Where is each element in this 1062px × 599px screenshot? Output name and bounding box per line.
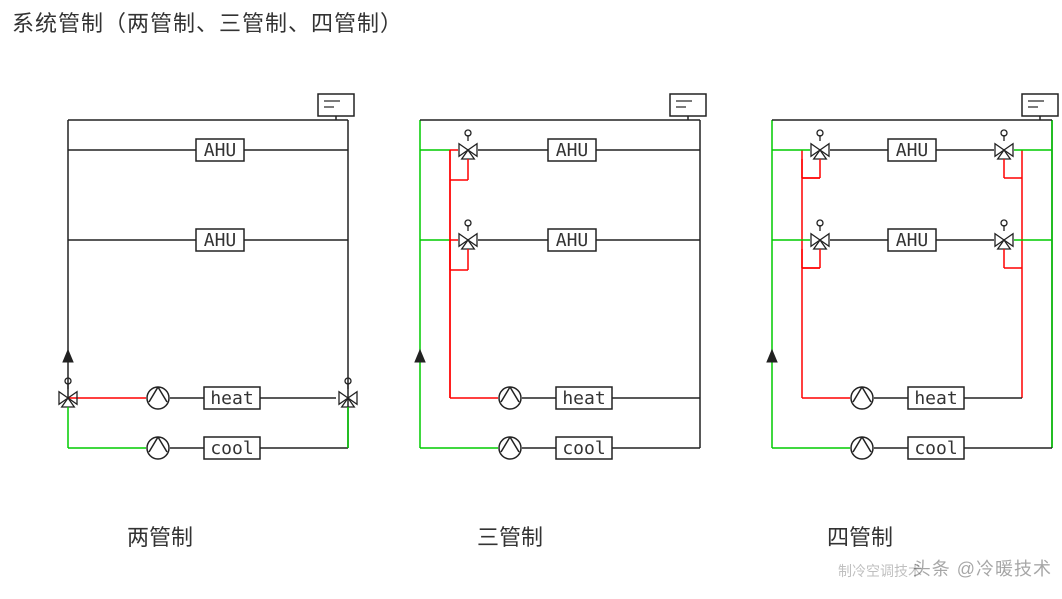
svg-text:heat: heat bbox=[562, 388, 605, 409]
svg-text:heat: heat bbox=[210, 388, 253, 409]
diagram-caption: 三管制 bbox=[477, 525, 543, 550]
page: 系统管制（两管制、三管制、四管制） AHUAHUheatcool两管制AHUAH… bbox=[0, 0, 1062, 599]
svg-text:cool: cool bbox=[562, 438, 605, 459]
svg-text:AHU: AHU bbox=[556, 140, 589, 161]
diagram-caption: 两管制 bbox=[127, 525, 193, 550]
svg-text:heat: heat bbox=[914, 388, 957, 409]
svg-text:AHU: AHU bbox=[896, 140, 929, 161]
watermark-sub: 制冷空调技术 bbox=[838, 561, 922, 581]
svg-text:cool: cool bbox=[210, 438, 253, 459]
diagram-canvas: AHU AHU heat cool 两管制 AHU AHU heat cool 三管制 AHU AHU… bbox=[0, 0, 1062, 599]
watermark-main: 头条 @冷暖技术 bbox=[913, 555, 1052, 581]
svg-text:AHU: AHU bbox=[556, 230, 589, 251]
diagram-caption: 四管制 bbox=[827, 525, 893, 550]
svg-text:AHU: AHU bbox=[896, 230, 929, 251]
svg-text:AHU: AHU bbox=[204, 230, 237, 251]
svg-text:AHU: AHU bbox=[204, 140, 237, 161]
svg-text:cool: cool bbox=[914, 438, 957, 459]
